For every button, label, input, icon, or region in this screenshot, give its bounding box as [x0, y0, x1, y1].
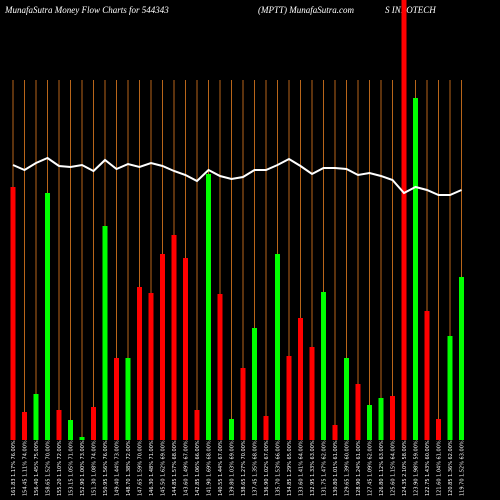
x-tick-label: 144.85 1.57% 68.00%	[172, 440, 178, 496]
x-tick-label: 141.90 1.69% 68.00%	[207, 440, 213, 496]
x-tick-label: 129.65 1.39% 60.00%	[345, 440, 351, 496]
bar	[10, 187, 16, 440]
bar	[321, 292, 326, 440]
bar	[137, 287, 142, 440]
x-tick-label: 151.30 1.08% 74.00%	[92, 440, 98, 496]
bar	[22, 412, 27, 440]
x-tick-label: 138.65 1.27% 70.00%	[241, 440, 247, 496]
x-tick-label: 125.60 1.15% 64.00%	[391, 440, 397, 496]
bar	[194, 410, 200, 440]
bar	[56, 410, 62, 440]
bar	[332, 425, 338, 440]
company-name: S INFOTECH	[385, 5, 436, 15]
bar	[79, 437, 85, 440]
bar	[68, 420, 73, 440]
x-tick-label: 124.35 2.10% 58.00%	[402, 440, 408, 496]
bar	[275, 254, 280, 440]
x-tick-label: 135.70 1.53% 66.00%	[276, 440, 282, 496]
x-tick-label: 152.90 1.00% 73.00%	[80, 440, 86, 496]
x-tick-label: 140.55 1.44% 67.00%	[218, 440, 224, 496]
x-tick-label: 128.90 1.24% 61.00%	[356, 440, 362, 496]
x-tick-label: 137.45 1.35% 68.00%	[253, 440, 259, 496]
x-tick-label: 136.90 1.02% 67.00%	[264, 440, 270, 496]
x-tick-label: 142.85 1.06% 66.00%	[195, 440, 201, 496]
bar	[401, 0, 407, 440]
bar	[367, 405, 372, 440]
flow-line	[12, 156, 462, 196]
bar	[355, 384, 361, 440]
bar	[125, 358, 131, 440]
bar	[252, 328, 257, 440]
bar	[217, 294, 223, 440]
x-tick-label: 127.45 1.09% 62.00%	[368, 440, 374, 496]
x-tick-label: 145.50 1.62% 69.00%	[161, 440, 167, 496]
bar	[91, 407, 96, 440]
bar	[171, 235, 177, 440]
bar	[459, 277, 464, 440]
bar	[390, 396, 395, 440]
bar	[148, 293, 154, 440]
bar	[378, 398, 384, 440]
x-tick-label: 150.95 1.56% 76.00%	[103, 440, 109, 496]
bar	[229, 419, 234, 440]
bar	[240, 368, 246, 440]
bar	[309, 347, 315, 440]
x-tick-label: 119.70 1.52% 63.00%	[460, 440, 466, 496]
bar	[183, 258, 188, 440]
bar	[114, 358, 119, 440]
x-tick-label: 146.30 1.48% 71.00%	[149, 440, 155, 496]
x-tick-label: 134.85 1.29% 65.00%	[287, 440, 293, 496]
x-tick-label: 126.80 1.12% 63.00%	[379, 440, 385, 496]
bar	[263, 416, 269, 440]
x-tick-label: 120.85 1.36% 62.00%	[448, 440, 454, 496]
x-tick-label: 148.70 1.38% 72.00%	[126, 440, 132, 496]
x-tick-label: 130.80 1.01% 61.00%	[333, 440, 339, 496]
x-tick-label: 131.75 1.47% 62.00%	[322, 440, 328, 496]
bar	[413, 98, 418, 440]
x-tick-label: 139.80 1.03% 69.00%	[230, 440, 236, 496]
chart-title: MunafaSutra Money Flow Charts for 544343	[4, 5, 169, 15]
bar	[45, 193, 50, 440]
x-tick-label: 158.65 1.52% 70.00%	[46, 440, 52, 496]
x-tick-label: 132.95 1.33% 63.00%	[310, 440, 316, 496]
x-tick-label: 133.60 1.41% 64.00%	[299, 440, 305, 496]
x-tick-label: 147.65 1.59% 70.00%	[138, 440, 144, 496]
x-tick-label: 123.90 1.98% 59.00%	[414, 440, 420, 496]
bar	[102, 226, 108, 440]
bar	[344, 358, 349, 440]
x-tick-label: 156.40 1.45% 75.00%	[34, 440, 40, 496]
bar	[447, 336, 453, 440]
x-tick-label: 155.20 1.10% 72.00%	[57, 440, 63, 496]
bar	[298, 318, 303, 440]
bar	[286, 356, 292, 440]
x-tick-label: 153.15 1.05% 71.00%	[69, 440, 75, 496]
bar	[436, 419, 441, 440]
bar	[160, 254, 165, 440]
x-tick-label: 154.45 1.11% 74.00%	[23, 440, 29, 496]
x-tick-label: 161.83 1.17% 76.00%	[11, 440, 17, 496]
x-tick-label: 149.40 1.44% 73.00%	[115, 440, 121, 496]
bar	[33, 394, 39, 440]
bar	[206, 174, 211, 440]
bar	[424, 311, 430, 440]
x-tick-label: 121.60 1.04% 61.00%	[437, 440, 443, 496]
x-tick-label: 122.75 1.43% 60.00%	[425, 440, 431, 496]
chart-subtitle: (MPTT) MunafaSutra.com	[258, 5, 354, 15]
x-tick-label: 143.60 1.49% 67.00%	[184, 440, 190, 496]
